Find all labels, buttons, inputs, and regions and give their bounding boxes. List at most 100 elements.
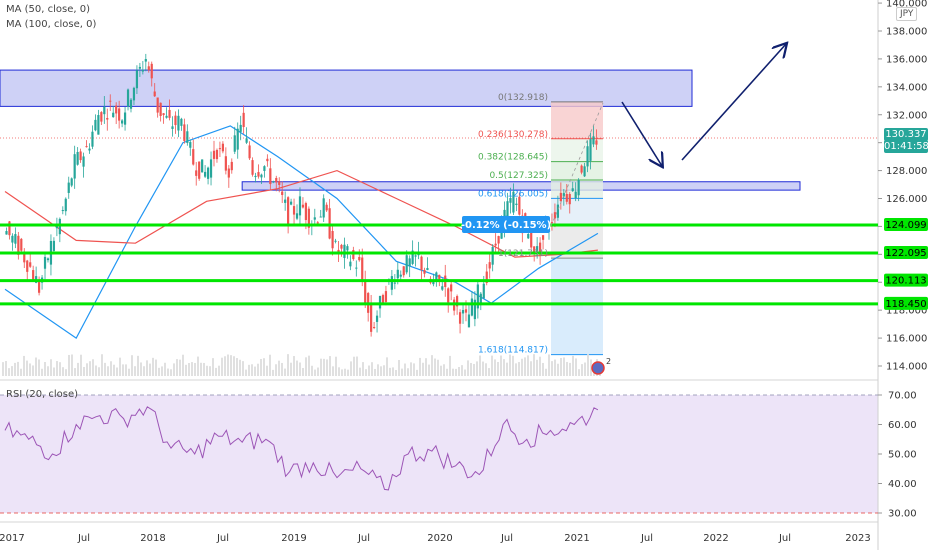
volume-bar [335,356,337,376]
volume-bar [338,367,340,376]
candle-body [307,208,310,228]
volume-bar [14,362,16,376]
rsi-legend[interactable]: RSI (20, close) [6,389,79,400]
candle-body [174,115,177,126]
volume-bar [44,362,46,376]
candle-body [248,145,251,159]
volume-bar [62,367,64,376]
volume-bar [524,357,526,376]
candle-body [162,113,165,116]
candle-body [358,256,361,261]
volume-bar [557,363,559,376]
volume-bar [362,362,364,376]
volume-bar [377,364,379,376]
ma50-legend[interactable]: MA (50, close, 0) [6,4,91,15]
volume-bar [260,359,262,376]
volume-bar [422,362,424,376]
candle-body [438,274,441,280]
candle-body [408,258,411,267]
candle-body [8,221,11,236]
volume-bar [401,368,403,376]
candle-body [527,233,530,239]
volume-bar [122,364,124,376]
volume-bar [407,368,409,376]
price-tick-label: 118.000 [886,306,927,317]
candle-body [485,271,488,283]
candle-body [70,178,73,186]
candle-body [515,203,518,205]
candle-body [126,89,130,107]
volume-bar [389,367,391,376]
volume-bar [92,359,94,376]
volume-bar [470,362,472,376]
volume-bar [509,354,511,376]
price-tick-label: 134.000 [886,82,927,93]
volume-bar [68,354,70,376]
volume-bar [284,368,286,376]
candle-body [150,63,153,79]
candle-body [491,247,494,265]
candle-body [595,140,598,145]
volume-bar [518,362,520,376]
volume-bar [371,362,373,376]
volume-bar [416,369,418,376]
support-level-label: 122.095 [885,248,926,259]
candle-body [331,231,334,249]
volume-bar [584,362,586,376]
candle-body [183,124,186,141]
price-tick-label: 128.000 [886,166,927,177]
candle-body [328,208,331,239]
candle-body [195,170,198,176]
volume-bar [212,358,214,376]
support-level-label: 124.099 [885,220,926,231]
candle-body [364,280,367,305]
candle-body [455,296,459,307]
candle-body [476,284,479,309]
volume-bar [536,359,538,376]
volume-bar [275,364,277,376]
volume-bar [182,354,184,376]
candle-body [322,198,325,218]
candle-body [479,293,482,305]
volume-bar [8,368,10,376]
volume-bar [587,354,589,376]
volume-bar [332,366,334,376]
candle-body [206,167,210,179]
volume-bar [488,368,490,376]
volume-bar [149,363,151,376]
volume-bar [359,367,361,376]
candle-body [201,159,204,173]
candle-body [106,117,109,120]
volume-bar [473,363,475,376]
candle-body [426,267,429,271]
volume-bar [425,358,427,376]
volume-bar [83,366,85,376]
volume-bar [290,362,292,376]
candle-body [269,168,272,185]
ma100-legend[interactable]: MA (100, close, 0) [6,19,97,30]
rsi-tick-label: 40.00 [888,479,917,490]
volume-bar [449,355,451,376]
volume-bar [89,361,91,376]
volume-bar [23,355,25,376]
volume-bar [476,361,478,376]
candle-body [396,269,399,279]
volume-bar [35,357,37,376]
candle-body [94,119,97,131]
volume-bar [128,368,130,376]
currency-badge[interactable]: JPY [896,7,918,21]
candle-body [399,274,402,277]
candle-body [583,166,586,177]
candle-body [245,138,248,143]
volume-bar [434,358,436,376]
candle-body [488,262,491,269]
candle-body [58,218,61,235]
candle-body [393,282,396,284]
candle-body [224,156,227,171]
volume-bar [512,355,514,376]
volume-bar [410,362,412,376]
candle-body [82,156,85,167]
volume-bar [581,364,583,376]
candle-body [580,165,583,173]
